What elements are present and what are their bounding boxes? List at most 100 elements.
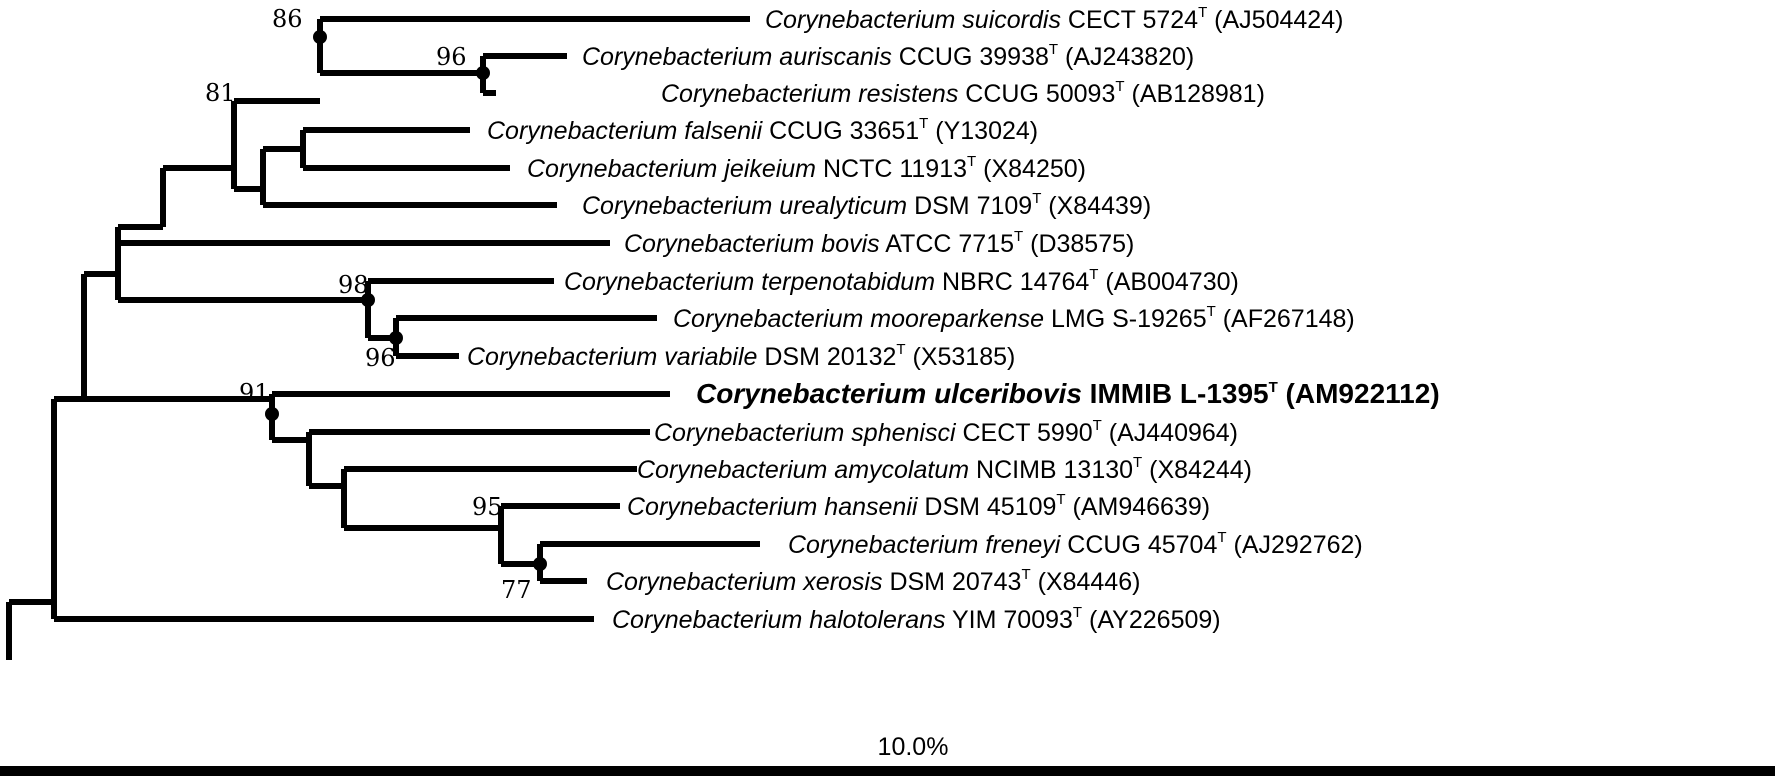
taxon-species-name: Corynebacterium hansenii [627,493,919,521]
taxon-strain: ATCC 7715 [880,230,1014,258]
taxon-label: Corynebacterium variabile DSM 20132T (X5… [467,341,1015,371]
taxon-strain: CCUG 33651 [762,117,919,145]
taxon-label-highlighted: Corynebacterium ulceribovis IMMIB L-1395… [696,378,1440,409]
taxon-species-name: Corynebacterium mooreparkense [673,305,1044,333]
type-strain-mark: T [1073,604,1082,621]
bootstrap-node-markers [265,30,547,571]
bootstrap-node-dot [265,407,279,421]
taxon-label: Corynebacterium halotolerans YIM 70093T … [612,604,1221,634]
taxon-accession: (AB004730) [1098,268,1238,296]
bootstrap-value: 81 [205,79,236,107]
type-strain-mark: T [1093,417,1102,434]
taxon-strain: LMG S-19265 [1044,305,1207,333]
taxon-species-name: Corynebacterium suicordis [765,6,1061,34]
type-strain-mark: T [896,341,905,358]
type-strain-mark: T [1269,379,1278,396]
taxon-label: Corynebacterium urealyticum DSM 7109T (X… [582,190,1151,220]
type-strain-mark: T [1198,4,1207,21]
type-strain-mark: T [1217,529,1226,546]
taxon-accession: (AY226509) [1082,606,1221,634]
type-strain-mark: T [1014,228,1023,245]
taxon-species-name: Corynebacterium bovis [624,230,880,258]
scale-label: 10.0% [878,733,949,761]
bootstrap-value: 86 [272,5,303,33]
taxon-strain: DSM 20132 [757,343,896,371]
bootstrap-labels: 86 96 81 98 96 91 95 77 [205,5,532,604]
taxon-accession: (AJ504424) [1207,6,1343,34]
taxon-species-name: Corynebacterium urealyticum [582,192,907,220]
taxon-strain: CECT 5724 [1061,6,1198,34]
bootstrap-node-dot [361,293,375,307]
taxon-accession: (AF267148) [1216,305,1355,333]
taxon-species-name: Corynebacterium auriscanis [582,43,892,71]
taxon-accession: (AM922112) [1278,378,1440,409]
taxon-label: Corynebacterium mooreparkense LMG S-1926… [673,303,1355,333]
taxon-species-name: Corynebacterium freneyi [788,531,1062,559]
taxon-accession: (X84446) [1031,568,1141,596]
taxon-species-name: Corynebacterium amycolatum [637,456,969,484]
taxon-labels: Corynebacterium suicordis CECT 5724T (AJ… [467,4,1440,634]
taxon-accession: (X84244) [1142,456,1252,484]
taxon-accession: (X84250) [976,155,1086,183]
taxon-accession: (AB128981) [1125,80,1265,108]
taxon-strain: DSM 20743 [883,568,1022,596]
taxon-accession: (X53185) [906,343,1016,371]
taxon-accession: (X84439) [1041,192,1151,220]
bootstrap-value: 98 [338,271,369,299]
taxon-label: Corynebacterium sphenisci CECT 5990T (AJ… [654,417,1238,447]
taxon-label: Corynebacterium terpenotabidum NBRC 1476… [564,266,1239,296]
taxon-species-name: Corynebacterium resistens [661,80,958,108]
taxon-species-name: Corynebacterium terpenotabidum [564,268,935,296]
taxon-accession: (Y13024) [928,117,1038,145]
taxon-strain: CECT 5990 [956,419,1093,447]
taxon-strain: NCIMB 13130 [969,456,1133,484]
type-strain-mark: T [919,115,928,132]
tree-branches [6,16,760,660]
taxon-species-name: Corynebacterium sphenisci [654,419,957,447]
bootstrap-value: 77 [501,576,532,604]
bootstrap-node-dot [313,30,327,44]
taxon-accession: (AJ243820) [1058,43,1194,71]
taxon-strain: CCUG 50093 [958,80,1115,108]
taxon-accession: (AJ292762) [1227,531,1363,559]
taxon-species-name: Corynebacterium variabile [467,343,757,371]
taxon-strain: CCUG 39938 [892,43,1049,71]
taxon-label: Corynebacterium resistens CCUG 50093T (A… [661,78,1265,108]
type-strain-mark: T [1056,491,1065,508]
taxon-strain: DSM 45109 [917,493,1056,521]
taxon-species-name: Corynebacterium halotolerans [612,606,946,634]
bootstrap-node-dot [389,331,403,345]
type-strain-mark: T [1133,454,1142,471]
taxon-species-name: Corynebacterium ulceribovis [696,378,1082,409]
type-strain-mark: T [1207,303,1216,320]
taxon-strain: YIM 70093 [946,606,1073,634]
taxon-strain: CCUG 45704 [1060,531,1217,559]
bootstrap-value: 96 [436,43,467,71]
bootstrap-node-dot [476,66,490,80]
taxon-strain: NBRC 14764 [935,268,1089,296]
taxon-label: Corynebacterium freneyi CCUG 45704T (AJ2… [788,529,1363,559]
taxon-accession: (D38575) [1023,230,1134,258]
bootstrap-value: 95 [472,493,503,521]
taxon-label: Corynebacterium bovis ATCC 7715T (D38575… [624,228,1134,258]
taxon-strain: NCTC 11913 [816,155,967,183]
taxon-species-name: Corynebacterium xerosis [606,568,883,596]
type-strain-mark: T [1049,41,1058,58]
taxon-species-name: Corynebacterium falsenii [487,117,764,145]
taxon-strain: IMMIB L-1395 [1082,378,1269,409]
bootstrap-value: 91 [239,379,270,407]
type-strain-mark: T [1089,266,1098,283]
type-strain-mark: T [1032,190,1041,207]
taxon-label: Corynebacterium amycolatum NCIMB 13130T … [637,454,1252,484]
type-strain-mark: T [967,153,976,170]
taxon-species-name: Corynebacterium jeikeium [527,155,816,183]
taxon-label: Corynebacterium xerosis DSM 20743T (X844… [606,566,1140,596]
taxon-strain: DSM 7109 [907,192,1032,220]
scale-bar-group: 10.0% [0,733,1775,776]
taxon-accession: (AJ440964) [1102,419,1238,447]
bootstrap-node-dot [533,557,547,571]
taxon-label: Corynebacterium jeikeium NCTC 11913T (X8… [527,153,1086,183]
type-strain-mark: T [1115,78,1124,95]
taxon-label: Corynebacterium auriscanis CCUG 39938T (… [582,41,1194,71]
